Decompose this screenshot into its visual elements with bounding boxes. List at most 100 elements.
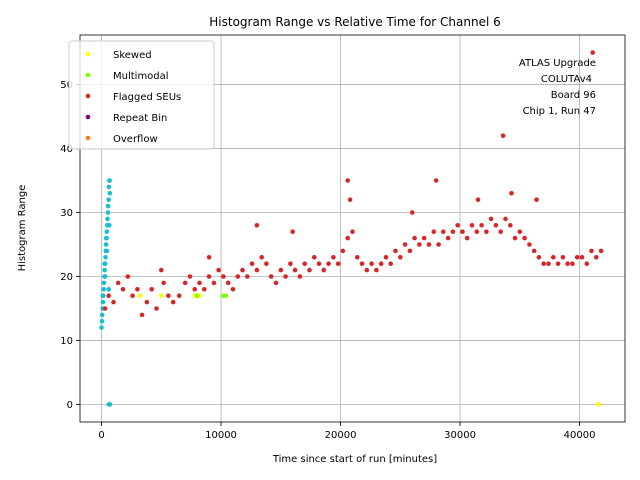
data-point bbox=[99, 319, 105, 324]
data-point bbox=[398, 254, 403, 260]
data-point bbox=[316, 261, 322, 267]
data-point bbox=[464, 235, 470, 241]
data-point bbox=[388, 261, 394, 267]
data-point bbox=[378, 261, 384, 267]
data-point bbox=[106, 184, 112, 190]
data-point bbox=[596, 402, 601, 407]
data-point bbox=[479, 223, 484, 228]
data-point bbox=[302, 261, 308, 267]
data-point bbox=[176, 293, 182, 299]
data-point bbox=[594, 254, 599, 260]
data-point bbox=[355, 254, 360, 260]
data-point bbox=[292, 267, 298, 273]
data-point bbox=[290, 229, 296, 234]
data-point bbox=[223, 293, 229, 299]
data-point bbox=[531, 248, 537, 254]
data-point bbox=[202, 287, 207, 292]
legend-marker bbox=[85, 114, 91, 120]
legend-box bbox=[68, 40, 215, 150]
data-point bbox=[102, 274, 108, 279]
data-point bbox=[144, 299, 150, 305]
data-point bbox=[383, 254, 389, 260]
y-tick-label: 30 bbox=[60, 208, 73, 219]
data-point bbox=[268, 274, 274, 279]
data-point bbox=[105, 210, 111, 215]
x-tick-label: 30000 bbox=[444, 430, 476, 441]
data-point bbox=[460, 229, 465, 234]
series-flagged-seus bbox=[102, 50, 604, 318]
data-point bbox=[105, 203, 111, 209]
data-point bbox=[475, 197, 481, 202]
data-point bbox=[364, 267, 370, 273]
legend-marker bbox=[85, 51, 91, 57]
y-tick-label: 0 bbox=[67, 400, 73, 411]
data-point bbox=[536, 254, 542, 260]
data-point bbox=[590, 50, 595, 55]
data-point bbox=[512, 235, 518, 241]
annotation-line: ATLAS Upgrade bbox=[519, 58, 596, 69]
data-point bbox=[517, 229, 523, 234]
legend-item: Flagged SEUs bbox=[85, 92, 181, 103]
legend-label: Skewed bbox=[113, 50, 152, 61]
data-point bbox=[288, 261, 293, 267]
data-point bbox=[159, 267, 164, 273]
data-point bbox=[211, 280, 217, 286]
data-point bbox=[369, 261, 374, 267]
data-point bbox=[326, 261, 331, 267]
data-point bbox=[551, 254, 556, 260]
data-point bbox=[426, 242, 432, 247]
annotation-line: Chip 1, Run 47 bbox=[523, 106, 596, 117]
data-point bbox=[534, 197, 539, 202]
data-point bbox=[159, 293, 164, 299]
chart-title: Histogram Range vs Relative Time for Cha… bbox=[209, 15, 501, 29]
data-point bbox=[555, 261, 561, 267]
data-point bbox=[393, 248, 398, 254]
data-point bbox=[254, 267, 260, 273]
x-axis-label: Time since start of run [minutes] bbox=[272, 454, 437, 465]
data-point bbox=[412, 235, 417, 241]
data-point bbox=[488, 216, 494, 222]
data-point bbox=[283, 274, 288, 279]
data-point bbox=[433, 178, 439, 183]
data-point bbox=[99, 325, 104, 330]
annotation-block: ATLAS Upgrade COLUTAv4 Board 96 Chip 1, … bbox=[519, 58, 596, 117]
data-point bbox=[359, 261, 365, 267]
data-point bbox=[493, 223, 499, 228]
data-point bbox=[111, 299, 116, 305]
data-point bbox=[104, 229, 110, 234]
data-point bbox=[103, 254, 108, 260]
data-point bbox=[139, 312, 145, 318]
data-point bbox=[100, 293, 105, 299]
data-point bbox=[589, 248, 594, 254]
data-point bbox=[374, 267, 379, 273]
legend-marker bbox=[85, 135, 91, 141]
data-point bbox=[103, 242, 109, 247]
y-tick-label: 40 bbox=[60, 144, 73, 155]
data-point bbox=[106, 402, 112, 407]
data-point bbox=[206, 254, 212, 260]
data-point bbox=[527, 242, 532, 247]
data-points bbox=[99, 50, 604, 407]
data-point bbox=[106, 293, 111, 299]
data-point bbox=[565, 261, 570, 267]
x-tick-label: 20000 bbox=[325, 430, 357, 441]
data-point bbox=[503, 216, 508, 222]
data-point bbox=[106, 197, 111, 202]
data-point bbox=[417, 242, 422, 247]
data-point bbox=[522, 235, 527, 241]
data-point bbox=[216, 267, 221, 273]
data-point bbox=[345, 178, 351, 183]
data-point bbox=[546, 261, 551, 267]
data-point bbox=[441, 229, 446, 234]
data-point bbox=[235, 274, 241, 279]
data-point bbox=[99, 312, 105, 318]
legend-item: Skewed bbox=[85, 50, 152, 61]
data-point bbox=[312, 254, 317, 260]
data-point bbox=[249, 261, 255, 267]
data-point bbox=[450, 229, 456, 234]
data-point bbox=[100, 299, 106, 305]
data-point bbox=[574, 254, 580, 260]
data-point bbox=[102, 267, 107, 273]
data-point bbox=[149, 287, 154, 292]
